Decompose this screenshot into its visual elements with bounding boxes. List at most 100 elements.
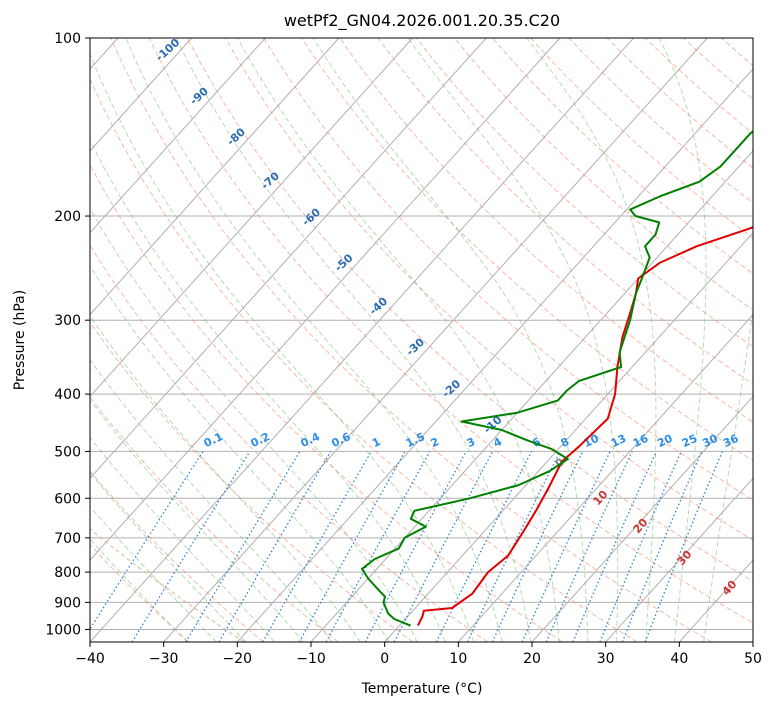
isotherm-line: [678, 559, 753, 642]
y-tick-label: 1000: [45, 622, 81, 638]
mixing-ratio-line: [491, 451, 584, 642]
dewpoint-profile-line: [361, 130, 753, 627]
moist-adiabat-line: [658, 38, 707, 642]
mixing-ratio-line: [545, 451, 633, 642]
moist-adiabat-label: 30: [675, 548, 695, 568]
isotherm-grid: [90, 38, 753, 642]
dry-adiabat-line: [90, 244, 488, 642]
y-tick-label: 600: [54, 491, 81, 507]
x-tick-label: −20: [223, 651, 253, 667]
dry-adiabat-line: [682, 38, 753, 101]
x-tick-label: 10: [449, 651, 467, 667]
isotherm-label: -30: [404, 335, 428, 358]
plot-area: 0.1 0.2 0.4 0.6 1 1.5 2 3 4 6 8 10 13 16 20 25 30 36-100-…: [90, 36, 753, 642]
dry-adiabat-line: [415, 38, 753, 348]
x-axis-ticks: −40 −30 −20 −10 0 10 20 30 40 50: [75, 642, 762, 667]
mixing-ratio-label: 0.1: [202, 430, 225, 450]
moist-adiabat-line: [90, 436, 275, 642]
mixing-ratio-label: 2: [429, 435, 441, 450]
x-tick-label: 50: [744, 651, 762, 667]
mixing-ratio-line: [90, 451, 204, 631]
isotherm-line: [90, 38, 266, 234]
moist-adiabat-line: [90, 359, 333, 642]
isotherm-line: [752, 641, 753, 642]
overlay-labels: 0.1 0.2 0.4 0.6 1 1.5 2 3 4 6 8 10 13 16 20 25 30 36-100-…: [153, 36, 741, 598]
plot-frame: [89, 37, 754, 643]
y-tick-label: 300: [54, 313, 81, 329]
isotherm-line: [531, 395, 753, 642]
x-tick-label: −30: [149, 651, 179, 667]
mixing-ratio-label: 4: [491, 435, 504, 450]
isotherm-line: [90, 38, 413, 398]
sounding-series: [361, 130, 753, 627]
dry-adiabat-line: [90, 77, 638, 642]
mixing-ratio-label: 0.6: [329, 430, 352, 450]
moist-adiabat-line: [90, 538, 188, 642]
isotherm-label: -20: [440, 377, 464, 400]
isotherm-label: -90: [188, 84, 212, 107]
y-tick-label: 900: [54, 595, 81, 611]
moist-adiabat-line: [312, 38, 589, 642]
temperature-profile-line: [417, 226, 753, 627]
moist-adiabat-line: [90, 52, 475, 642]
dry-adiabat-line: [148, 38, 753, 624]
isotherm-label: -100: [153, 36, 182, 64]
y-tick-label: 400: [54, 387, 81, 403]
mixing-ratio-line: [131, 451, 251, 642]
isotherm-label: -40: [367, 295, 391, 318]
isotherm-line: [90, 38, 192, 152]
dry-adiabat-line: [186, 38, 753, 582]
mixing-ratio-line: [599, 451, 682, 642]
isotherm-label: -70: [259, 169, 283, 192]
mixing-ratio-line: [262, 451, 372, 642]
moist-adiabat-line: [125, 38, 503, 642]
mixing-ratio-line: [325, 451, 431, 642]
mixing-ratio-label: 0.2: [249, 430, 272, 450]
isotherm-line: [384, 231, 753, 642]
isotherm-line: [236, 68, 753, 642]
mixing-ratio-line: [521, 451, 611, 642]
dry-adiabat-line: [606, 38, 753, 169]
dry-adiabat-line: [339, 38, 753, 423]
mixing-ratio-label: 36: [721, 432, 741, 450]
x-tick-label: 0: [380, 651, 389, 667]
isotherm-line: [457, 313, 753, 642]
mixing-ratio-label: 10: [582, 432, 602, 450]
dry-adiabat-line: [530, 38, 753, 239]
moist-adiabat-line: [526, 38, 657, 642]
moist-adiabat-line: [407, 38, 619, 642]
dry-adiabat-line: [90, 543, 190, 642]
mixing-ratio-line: [572, 451, 658, 642]
y-tick-label: 200: [54, 209, 81, 225]
mixing-ratio-line: [298, 451, 406, 642]
isobar-grid: [90, 38, 753, 630]
mixing-ratio-label: 20: [655, 432, 675, 450]
dry-adiabat-line: [377, 38, 753, 385]
mixing-ratio-line: [644, 451, 724, 642]
moist-adiabat-line: [703, 306, 753, 642]
mixing-ratio-line: [621, 451, 703, 642]
moist-adiabat-line: [175, 38, 532, 642]
x-tick-label: 30: [597, 651, 615, 667]
moist-adiabat-line: [90, 505, 217, 642]
x-tick-label: −10: [296, 651, 326, 667]
y-axis-ticks: 100 200 300 400 500 600 700 800 900 1000: [45, 31, 90, 638]
moist-adiabat-line: [90, 399, 304, 642]
dry-adiabat-line: [224, 38, 753, 541]
mixing-ratio-label: 25: [680, 432, 699, 450]
isotherm-label: -50: [332, 251, 356, 274]
moist-adiabat-label: 40: [720, 578, 740, 598]
moist-adiabat-label: 10: [591, 488, 611, 508]
moist-adiabat-line: [90, 471, 247, 642]
dry-adiabat-line: [453, 38, 753, 311]
mixing-ratio-label: 1.5: [404, 430, 427, 450]
dry-adiabat-line: [263, 38, 753, 501]
x-axis-label: Temperature (°C): [361, 681, 483, 697]
dry-adiabat-line: [110, 38, 712, 642]
mixing-ratio-label: 3: [465, 435, 477, 450]
mixing-ratio-line: [393, 451, 494, 642]
x-tick-label: −40: [75, 651, 105, 667]
mixing-ratio-label: 0.4: [299, 430, 322, 450]
mixing-ratio-label: 13: [609, 432, 628, 450]
